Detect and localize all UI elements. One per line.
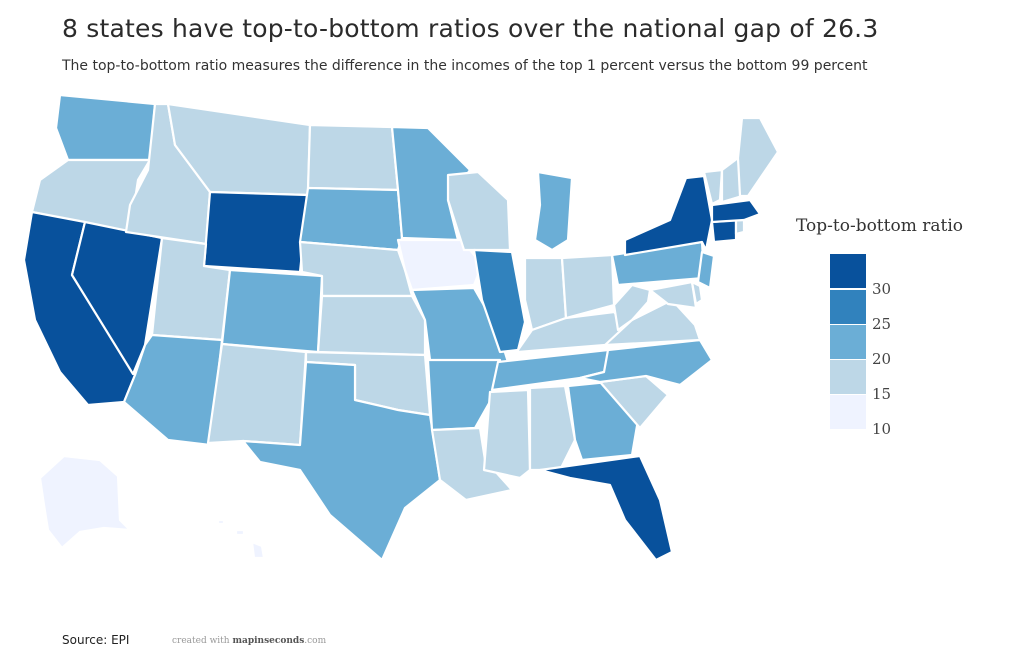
credit-prefix: created with — [172, 636, 233, 646]
legend-label-10: 10 — [872, 420, 892, 438]
state-louisiana[interactable] — [430, 426, 514, 502]
legend-label-20: 20 — [872, 350, 892, 368]
legend-swatch-20 — [830, 325, 866, 359]
state-hawaii[interactable] — [216, 518, 266, 560]
state-maryland[interactable] — [648, 280, 698, 310]
state-maine[interactable] — [736, 116, 780, 198]
state-wyoming[interactable] — [202, 190, 310, 274]
credit-suffix: .com — [304, 636, 327, 646]
legend-title: Top-to-bottom ratio — [796, 216, 963, 236]
state-wisconsin[interactable] — [446, 170, 512, 252]
state-delaware[interactable] — [690, 280, 704, 306]
legend-label-30: 30 — [872, 280, 892, 298]
state-new-mexico[interactable] — [206, 342, 308, 447]
state-new-york[interactable] — [623, 174, 714, 257]
state-vermont[interactable] — [702, 168, 724, 206]
state-kansas[interactable] — [316, 294, 427, 357]
state-arkansas[interactable] — [426, 358, 502, 432]
state-massachusetts[interactable] — [710, 198, 762, 224]
state-ohio[interactable] — [560, 253, 616, 320]
map-title: 8 states have top-to-bottom ratios over … — [62, 14, 879, 43]
state-alabama[interactable] — [528, 384, 577, 472]
legend-swatch-30 — [830, 254, 866, 288]
state-south-dakota[interactable] — [298, 186, 404, 252]
legend-swatch-15 — [830, 360, 866, 394]
state-florida[interactable] — [538, 454, 674, 562]
legend-swatch-10 — [830, 395, 866, 429]
state-michigan[interactable] — [533, 170, 574, 252]
state-connecticut[interactable] — [710, 218, 738, 244]
state-mississippi[interactable] — [482, 388, 532, 480]
state-new-jersey[interactable] — [696, 250, 716, 290]
state-north-dakota[interactable] — [306, 123, 400, 192]
state-colorado[interactable] — [220, 268, 324, 354]
state-west-virginia[interactable] — [612, 283, 652, 332]
map-subtitle: The top-to-bottom ratio measures the dif… — [62, 58, 868, 74]
state-texas[interactable] — [241, 360, 442, 562]
source-note: Source: EPI — [62, 633, 130, 647]
state-minnesota[interactable] — [390, 125, 472, 242]
state-north-carolina[interactable] — [578, 338, 714, 387]
state-washington[interactable] — [54, 93, 157, 162]
legend-label-15: 15 — [872, 385, 892, 403]
legend-swatch-25 — [830, 290, 866, 324]
credit-brand: mapinseconds — [232, 636, 305, 646]
legend-label-25: 25 — [872, 315, 892, 333]
credit-note[interactable]: created with mapinseconds.com — [172, 636, 326, 646]
state-alaska[interactable] — [38, 454, 132, 550]
state-rhode-island[interactable] — [734, 218, 746, 236]
